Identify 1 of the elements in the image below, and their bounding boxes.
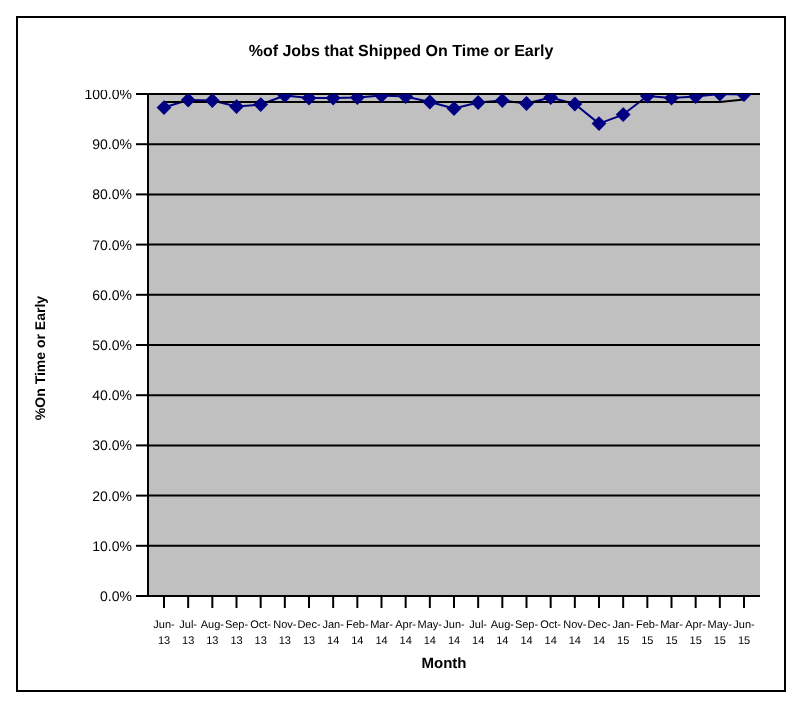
chart-title: %of Jobs that Shipped On Time or Early [246,42,556,60]
